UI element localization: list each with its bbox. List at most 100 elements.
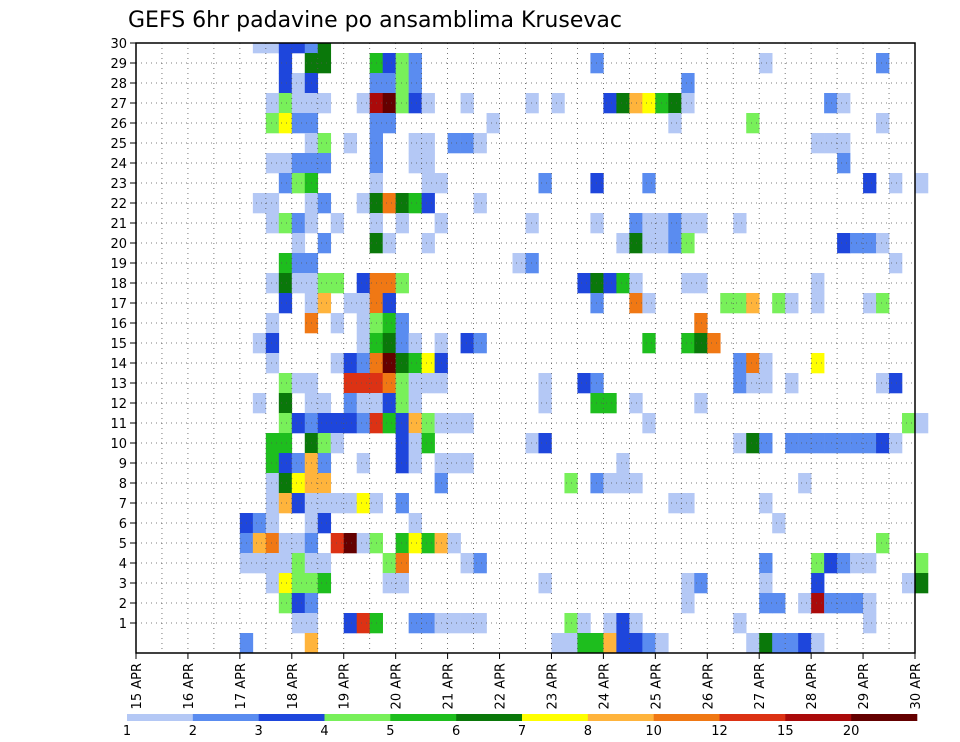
heatmap-cell [291,553,306,574]
x-tick-label: 15 APR [130,663,145,709]
heatmap-cell [265,513,280,534]
heatmap-cell [291,533,306,554]
x-axis: 15 APR 16 APR 17 APR 18 APR 19 APR 20 APR 21 A… [130,653,924,709]
heatmap-cell [876,293,890,314]
heatmap-cell [460,93,474,114]
heatmap-cell [395,353,409,374]
heatmap-cell [590,393,604,414]
heatmap-cell [343,493,358,514]
heatmap-cell [759,633,773,654]
heatmap-cell [265,193,280,214]
heatmap-cell [785,633,799,654]
y-tick-label: 30 [110,37,127,52]
legend-label: 8 [584,724,592,739]
heatmap-cell [239,633,254,654]
heatmap-cell [824,93,838,114]
y-tick-label: 20 [110,237,127,252]
heatmap-cell [408,393,422,414]
heatmap-cell [395,553,409,574]
y-tick-label: 8 [119,477,127,492]
heatmap-cell [837,593,851,614]
heatmap-cell [408,153,422,174]
heatmap-cell [681,93,695,114]
y-tick-label: 15 [110,337,127,352]
heatmap-cell [252,513,267,534]
heatmap-cell [343,293,358,314]
heatmap-cell [278,93,293,114]
heatmap-cell [278,493,293,514]
heatmap-cell [395,493,409,514]
y-tick-label: 7 [119,497,127,512]
heatmap-cell [291,93,306,114]
y-tick-label: 13 [110,377,127,392]
heatmap-cell [343,413,358,434]
heatmap-cell [252,553,267,574]
heatmap-cell [447,533,461,554]
heatmap-cell [408,513,422,534]
heatmap-cell [317,493,332,514]
heatmap-cell [811,353,825,374]
heatmap-cell [863,433,877,454]
heatmap-cell [265,433,280,454]
heatmap-cell [824,553,838,574]
heatmap-cell [798,473,812,494]
heatmap-cell [694,333,708,354]
heatmap-cell [395,73,409,94]
heatmap-cell [382,353,396,374]
heatmap-cell [252,43,267,54]
heatmap-cell [356,293,370,314]
heatmap-cell [278,553,293,574]
legend-label: 20 [843,724,860,739]
x-tick-label: 30 APR [909,663,924,709]
heatmap-cell [681,333,695,354]
heatmap-cell [538,393,552,414]
heatmap-cell [837,93,851,114]
heatmap-cell [759,593,773,614]
legend-label: 4 [320,724,328,739]
heatmap-cell [304,633,319,654]
heatmap-cell [252,333,267,354]
heatmap-cell [746,353,760,374]
heatmap-cell [330,533,345,554]
heatmap-cell [447,613,461,634]
heatmap-cell [382,233,396,254]
legend-swatch [851,714,918,721]
heatmap-cell [330,213,345,234]
heatmap-cell [642,233,656,254]
heatmap-cell [356,453,370,474]
heatmap-cell [395,373,409,394]
heatmap-cell [382,113,396,134]
heatmap-cell [356,313,370,334]
heatmap-cell [356,353,370,374]
heatmap-cell [330,413,345,434]
heatmap-cell [642,633,656,654]
heatmap-cell [798,593,812,614]
heatmap-cell [590,293,604,314]
heatmap-cell [863,233,877,254]
heatmap-cell [317,573,332,594]
y-tick-label: 1 [119,617,127,632]
heatmap-cell [421,353,435,374]
heatmap-cell [265,553,280,574]
heatmap-cell [291,613,306,634]
heatmap-cell [278,53,293,74]
heatmap-cell [915,173,929,194]
heatmap-cell [642,413,656,434]
heatmap-cell [668,213,682,234]
heatmap-cell [408,413,422,434]
heatmap-cell [291,213,306,234]
heatmap-cell [343,353,358,374]
heatmap-cell [408,373,422,394]
heatmap-cell [421,613,435,634]
y-tick-label: 14 [110,357,127,372]
heatmap-cell [694,273,708,294]
heatmap-cell [538,573,552,594]
heatmap-cell [265,43,280,54]
heatmap-cell [486,113,500,134]
heatmap-cell [577,613,591,634]
heatmap-cell [447,133,461,154]
heatmap-cell [408,193,422,214]
heatmap-cell [681,273,695,294]
heatmap-cell [304,43,319,54]
